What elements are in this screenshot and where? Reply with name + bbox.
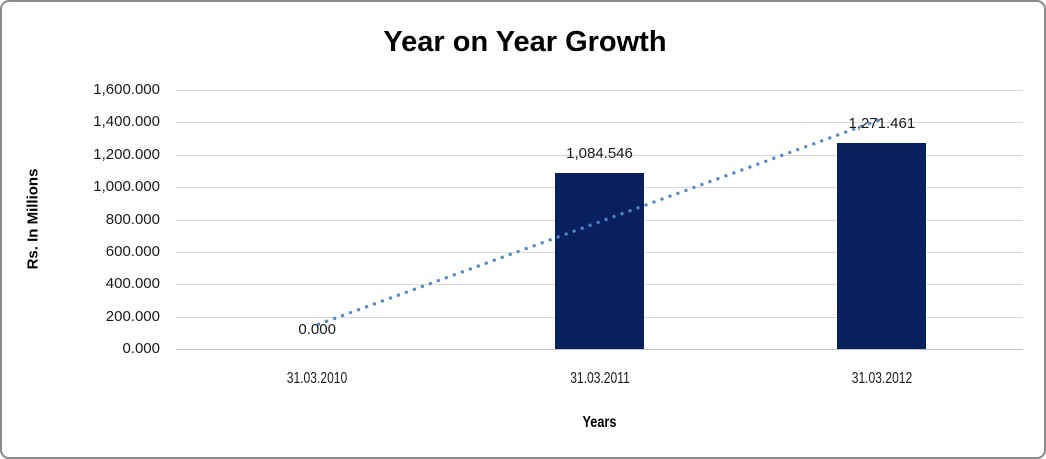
y-tick-label: 0.000 — [122, 340, 160, 357]
x-axis-line — [176, 349, 1023, 350]
x-axis-title: Years — [582, 414, 617, 431]
data-label: 1,271.461 — [848, 115, 916, 133]
y-tick-label: 1,000.000 — [93, 178, 160, 196]
y-tick-label: 800.000 — [105, 210, 160, 228]
y-tick-label: 1,400.000 — [93, 113, 160, 131]
x-tick-label: 31.03.2011 — [569, 370, 630, 387]
chart-title: Year on Year Growth — [383, 26, 667, 58]
bar-31.03.2011 — [555, 173, 644, 349]
bar-31.03.2012 — [837, 143, 927, 349]
y-tick-label: 600.000 — [105, 242, 160, 260]
data-label: 0.000 — [298, 321, 336, 338]
data-label: 1,084.546 — [566, 145, 633, 163]
x-tick-label: 31.03.2012 — [851, 370, 913, 387]
y-tick-label: 1,600.000 — [93, 81, 160, 98]
y-tick-label: 1,200.000 — [93, 145, 160, 163]
y-tick-label: 200.000 — [105, 307, 160, 325]
gridline — [176, 90, 1023, 91]
y-tick-label: 400.000 — [105, 275, 160, 293]
x-tick-label: 31.03.2010 — [286, 370, 348, 387]
